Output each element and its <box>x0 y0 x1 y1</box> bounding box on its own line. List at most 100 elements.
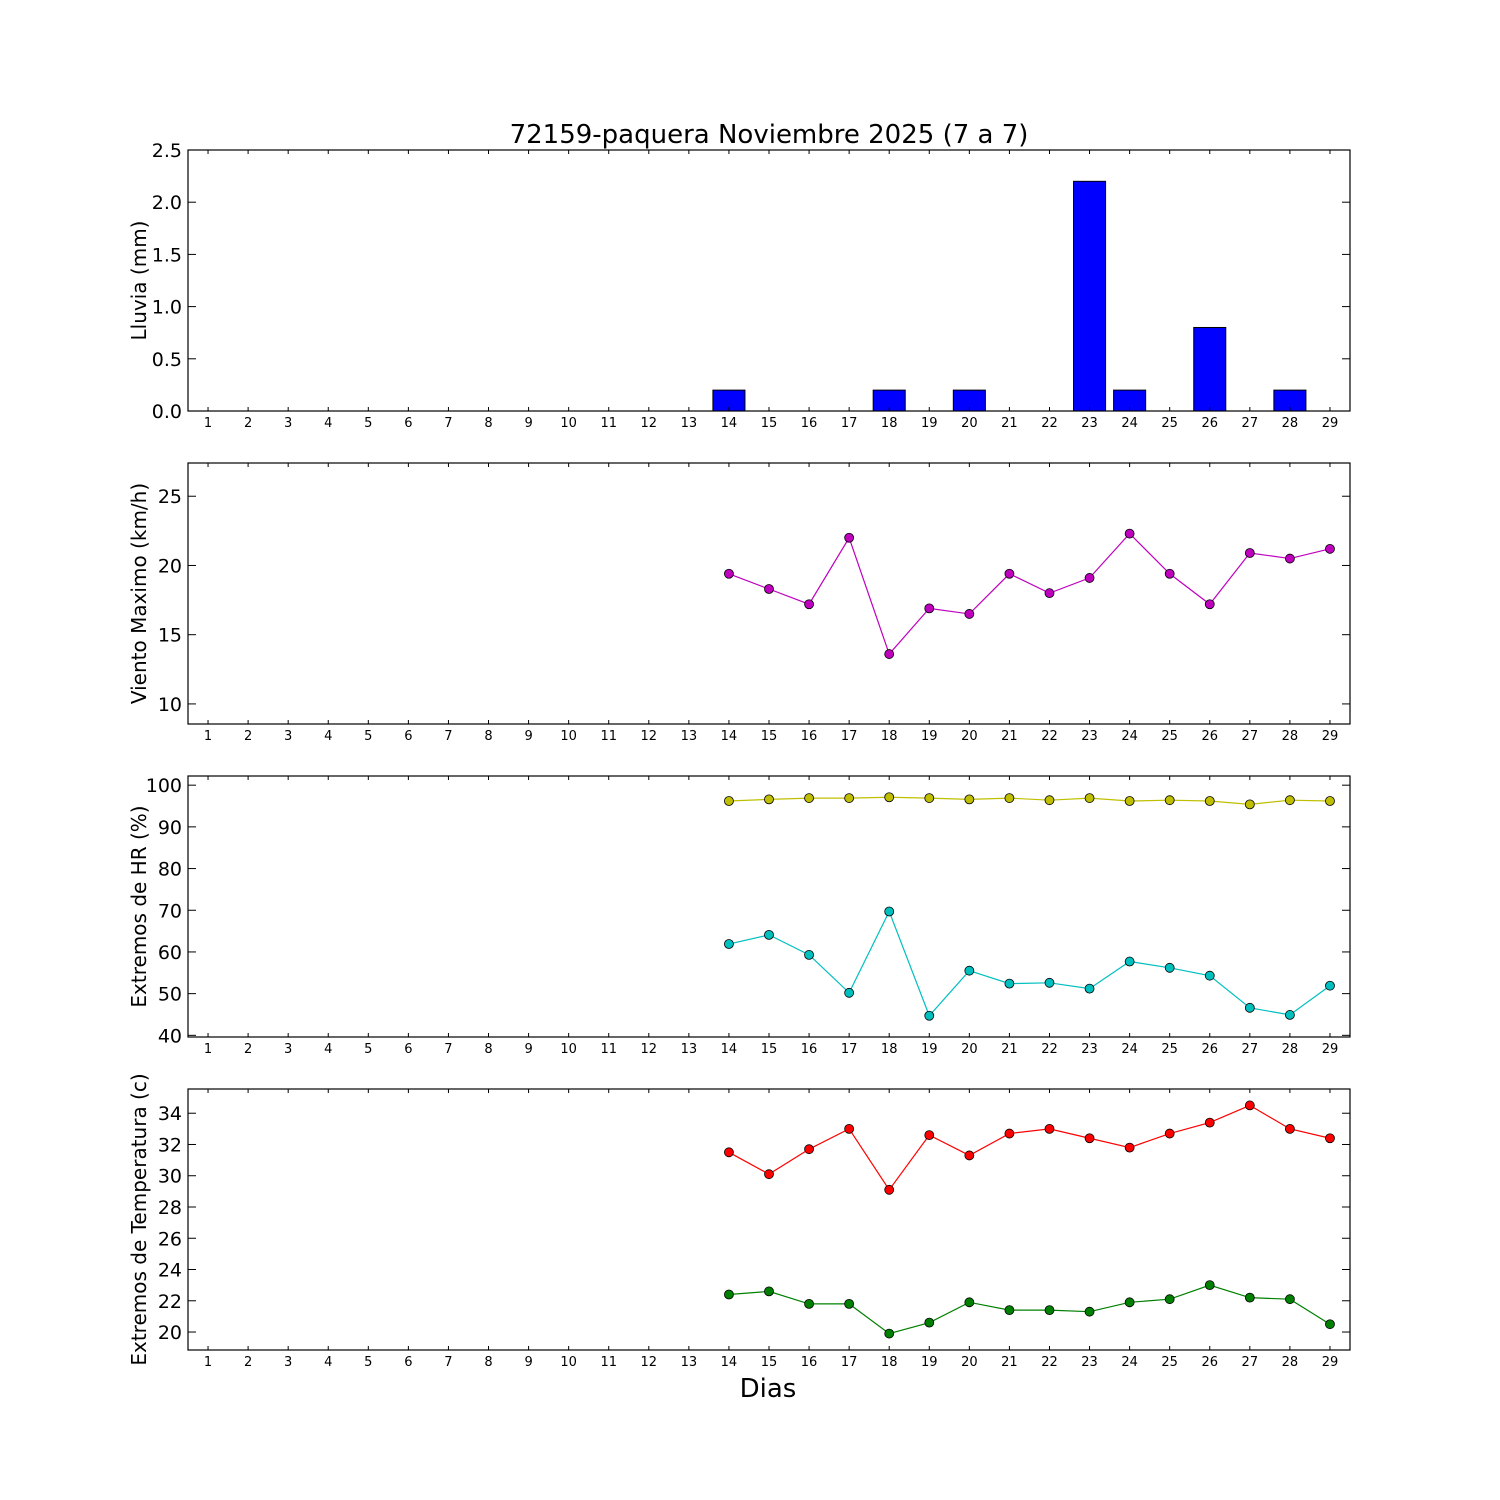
data-point-day-20 <box>964 965 975 976</box>
x-tick-label: 5 <box>364 1042 372 1057</box>
x-tick-label: 5 <box>364 416 372 431</box>
x-tick-label: 2 <box>244 1042 252 1057</box>
x-tick-label: 27 <box>1242 1355 1259 1370</box>
y-tick-label: 50 <box>158 984 182 1006</box>
data-point-day-29 <box>1325 543 1335 554</box>
y-tick-label: 0.5 <box>152 349 182 371</box>
x-tick-label: 13 <box>681 1042 698 1057</box>
data-point-day-16 <box>804 793 814 803</box>
series-line-1 <box>728 532 1331 656</box>
data-point-day-14 <box>724 1289 734 1300</box>
x-tick-label: 6 <box>404 416 412 431</box>
x-tick-label: 24 <box>1121 729 1138 744</box>
x-tick-label: 12 <box>641 729 658 744</box>
x-tick-label: 19 <box>921 729 938 744</box>
y-tick-label: 24 <box>158 1260 182 1282</box>
x-tick-label: 17 <box>841 1042 858 1057</box>
x-tick-label: 7 <box>444 729 452 744</box>
y-tick-label: 1.0 <box>152 297 182 319</box>
x-tick-label: 10 <box>560 729 577 744</box>
x-tick-label: 15 <box>761 1355 778 1370</box>
x-tick-label: 14 <box>721 416 738 431</box>
data-point-day-29 <box>1325 980 1335 991</box>
data-point-day-26 <box>1204 599 1215 610</box>
x-tick-label: 29 <box>1322 1042 1339 1057</box>
data-point-day-16 <box>804 1298 814 1309</box>
x-tick-label: 25 <box>1161 1042 1178 1057</box>
data-point-day-25 <box>1164 795 1175 806</box>
data-point-day-27 <box>1244 1100 1255 1111</box>
x-tick-label: 12 <box>641 1042 658 1057</box>
data-point-day-24 <box>1124 1142 1135 1153</box>
data-point-day-23 <box>1084 793 1095 803</box>
chart-title: 72159-paquera Noviembre 2025 (7 a 7) <box>510 120 1029 150</box>
x-tick-label: 25 <box>1161 416 1178 431</box>
y-tick-label: 100 <box>146 775 182 797</box>
x-tick-label: 3 <box>284 1042 292 1057</box>
x-tick-label: 26 <box>1201 1355 1218 1370</box>
data-point-day-21 <box>1004 1305 1015 1316</box>
data-point-day-27 <box>1244 548 1255 558</box>
x-tick-label: 13 <box>681 416 698 431</box>
series-line-2 <box>728 1284 1331 1335</box>
x-tick-label: 8 <box>484 729 492 744</box>
x-tick-label: 23 <box>1081 1042 1098 1057</box>
data-point-day-21 <box>1004 793 1015 803</box>
x-tick-label: 9 <box>524 1355 532 1370</box>
data-point-day-14 <box>724 568 734 579</box>
data-point-day-19 <box>924 603 935 614</box>
x-tick-label: 27 <box>1242 416 1259 431</box>
x-tick-label: 22 <box>1041 416 1058 431</box>
data-point-day-14 <box>724 1147 734 1158</box>
x-tick-label: 8 <box>484 1355 492 1370</box>
x-tick-label: 3 <box>284 416 292 431</box>
x-tick-label: 18 <box>881 1355 898 1370</box>
y-tick-label: 22 <box>158 1291 182 1313</box>
data-point-day-15 <box>764 1169 774 1180</box>
data-point-day-14 <box>724 939 734 949</box>
data-point-day-18 <box>884 792 895 803</box>
data-point-day-15 <box>764 1286 774 1297</box>
x-tick-label: 2 <box>244 416 252 431</box>
x-tick-label: 23 <box>1081 729 1098 744</box>
y-tick-label: 90 <box>158 817 182 839</box>
y-tick-label: 28 <box>158 1197 182 1219</box>
data-point-day-26 <box>1204 1117 1215 1128</box>
data-point-day-28 <box>1284 1294 1295 1305</box>
x-tick-label: 28 <box>1282 729 1299 744</box>
y-tick-label: 1.5 <box>152 244 182 266</box>
x-tick-label: 19 <box>921 1355 938 1370</box>
x-tick-label: 17 <box>841 729 858 744</box>
data-point-day-28 <box>1284 1010 1295 1020</box>
data-point-day-21 <box>1004 1128 1015 1139</box>
y-tick-label: 20 <box>158 1322 182 1344</box>
x-tick-label: 13 <box>681 1355 698 1370</box>
data-point-day-27 <box>1244 1002 1255 1013</box>
x-tick-label: 20 <box>961 729 978 744</box>
x-tick-label: 1 <box>204 1042 212 1057</box>
data-point-day-24 <box>1124 528 1135 539</box>
x-tick-label: 3 <box>284 1355 292 1370</box>
data-point-day-16 <box>804 949 814 960</box>
x-axis-label: Dias <box>740 1374 797 1404</box>
series-line-1 <box>728 1104 1331 1191</box>
data-point-day-17 <box>844 532 855 543</box>
x-tick-label: 23 <box>1081 1355 1098 1370</box>
series-line-1 <box>728 796 1330 805</box>
data-point-day-27 <box>1244 799 1255 810</box>
data-point-day-19 <box>924 1010 935 1021</box>
x-tick-label: 16 <box>801 729 818 744</box>
x-tick-label: 25 <box>1161 1355 1178 1370</box>
x-tick-label: 11 <box>600 729 617 744</box>
x-tick-label: 18 <box>881 729 898 744</box>
x-tick-label: 28 <box>1282 1042 1299 1057</box>
x-tick-label: 21 <box>1001 729 1018 744</box>
x-tick-label: 12 <box>641 1355 658 1370</box>
series-line-2 <box>728 910 1331 1017</box>
y-tick-label: 2.5 <box>152 140 182 162</box>
data-point-day-21 <box>1004 978 1015 989</box>
data-point-day-25 <box>1164 962 1175 973</box>
